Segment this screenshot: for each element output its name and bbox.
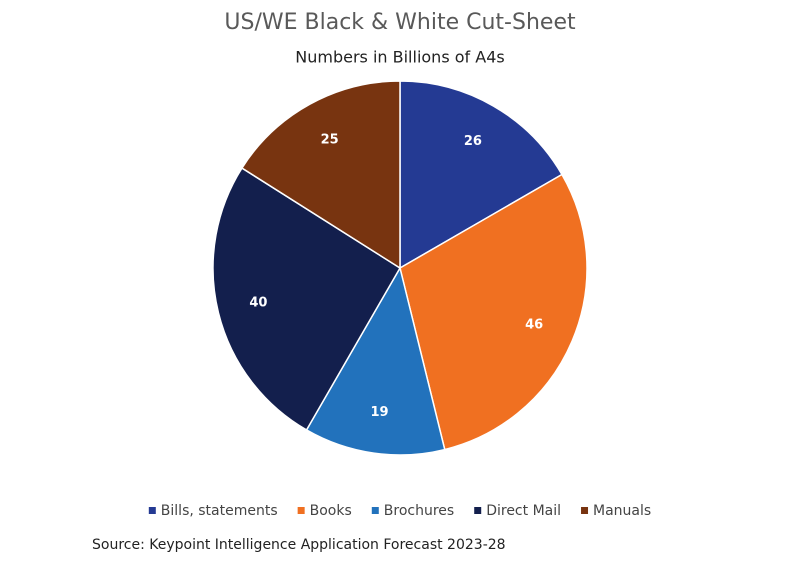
pie-slice [212, 167, 402, 431]
legend-marker [371, 507, 379, 514]
legend-marker [581, 507, 589, 514]
legend-label: Bills, statements [161, 503, 278, 519]
legend-label: Direct Mail [486, 503, 561, 519]
pie-slice [305, 266, 446, 456]
data-label: 19 [370, 405, 388, 420]
pie-slice [399, 173, 588, 451]
legend-label: Books [310, 503, 352, 519]
chart-subtitle: Numbers in Billions of A4s [295, 48, 504, 67]
data-label: 26 [464, 134, 482, 149]
pie-slice [399, 80, 563, 270]
data-label: 25 [321, 133, 339, 148]
legend-marker [148, 507, 156, 514]
legend-label: Manuals [593, 503, 651, 519]
data-label: 40 [249, 295, 267, 310]
legend: Bills, statements Books Brochures Direct Ma… [148, 503, 651, 519]
legend-marker [474, 507, 482, 514]
pie-slice [240, 80, 401, 270]
legend-label: Brochures [384, 503, 454, 519]
chart-title: US/WE Black & White Cut-Sheet [224, 10, 576, 35]
data-label: 46 [525, 318, 543, 333]
pie: 26 46 19 40 25 [212, 80, 588, 456]
legend-marker [297, 507, 305, 514]
source-note: Source: Keypoint Intelligence Applicatio… [92, 537, 506, 553]
